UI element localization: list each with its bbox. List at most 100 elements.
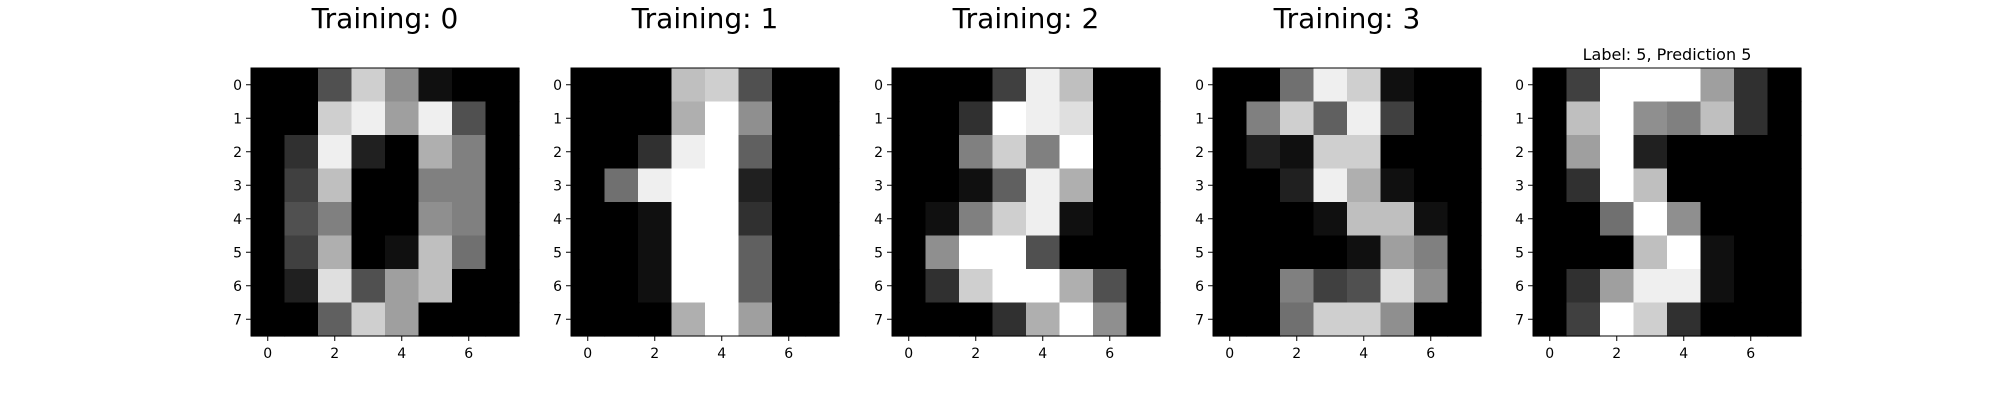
pixel-cell	[351, 202, 386, 237]
pixel-cell	[1280, 68, 1315, 103]
pixel-cell	[1093, 302, 1128, 337]
pixel-cell	[638, 235, 673, 270]
pixel-cell	[738, 302, 773, 337]
pixel-cell	[418, 168, 453, 203]
pixel-cell	[1566, 135, 1601, 170]
pixel-cell	[1447, 168, 1482, 203]
pixel-cell	[1566, 302, 1601, 337]
pixel-cell	[284, 68, 319, 103]
x-tick-label: 2	[330, 346, 339, 362]
pixel-cell	[772, 302, 807, 337]
pixel-cell	[1126, 68, 1161, 103]
pixel-cell	[604, 135, 639, 170]
pixel-cell	[251, 202, 286, 237]
pixel-cell	[1600, 135, 1635, 170]
pixel-cell	[805, 302, 840, 337]
y-tick-label: 4	[874, 212, 883, 228]
pixel-cell	[1380, 168, 1415, 203]
y-tick-label: 4	[233, 212, 242, 228]
x-tick-label: 0	[583, 346, 592, 362]
pixel-cell	[1533, 269, 1568, 304]
pixel-cell	[1700, 302, 1735, 337]
x-tick-label: 2	[1292, 346, 1301, 362]
pixel-cell	[251, 269, 286, 304]
pixel-cell	[805, 202, 840, 237]
pixel-cell	[284, 202, 319, 237]
pixel-cell	[1734, 101, 1769, 136]
pixel-cell	[452, 235, 487, 270]
pixel-cell	[1313, 168, 1348, 203]
pixel-cell	[1313, 135, 1348, 170]
y-tick-label: 0	[233, 78, 242, 94]
pixel-cell	[385, 302, 420, 337]
pixel-cell	[1059, 302, 1094, 337]
pixel-cell	[1026, 202, 1061, 237]
y-tick-label: 5	[233, 245, 242, 261]
pixel-cell	[738, 168, 773, 203]
pixel-cell	[571, 168, 606, 203]
pixel-cell	[1633, 135, 1668, 170]
pixel-cell	[1246, 168, 1281, 203]
pixel-cell	[738, 68, 773, 103]
pixel-cell	[1447, 302, 1482, 337]
pixel-cell	[925, 269, 960, 304]
pixel-cell	[959, 135, 994, 170]
y-tick-label: 2	[1195, 145, 1204, 161]
x-tick-label: 0	[1545, 346, 1554, 362]
pixel-cell	[1280, 168, 1315, 203]
pixel-cell	[385, 101, 420, 136]
pixel-cell	[1447, 68, 1482, 103]
y-tick-label: 6	[233, 279, 242, 295]
pixel-cell	[485, 302, 520, 337]
pixel-cell	[1667, 302, 1702, 337]
y-tick-label: 4	[1515, 212, 1524, 228]
pixel-cell	[604, 101, 639, 136]
pixel-cell	[1126, 302, 1161, 337]
x-tick-label: 2	[650, 346, 659, 362]
y-tick-label: 7	[1195, 312, 1204, 328]
x-tick-label: 2	[971, 346, 980, 362]
pixel-cell	[418, 269, 453, 304]
pixel-cell	[925, 68, 960, 103]
pixel-cell	[318, 202, 353, 237]
x-tick-label: 4	[1038, 346, 1047, 362]
pixel-cell	[452, 168, 487, 203]
pixel-cell	[805, 135, 840, 170]
x-tick-label: 6	[784, 346, 793, 362]
y-tick-label: 7	[1515, 312, 1524, 328]
pixel-cell	[1767, 235, 1802, 270]
pixel-cell	[1414, 269, 1449, 304]
y-tick-label: 3	[233, 178, 242, 194]
pixel-cell	[1414, 235, 1449, 270]
y-tick-label: 6	[1195, 279, 1204, 295]
pixel-cell	[1734, 135, 1769, 170]
digit-panel-0: Training: 0 0 1 2 3 4 5 6 7 0 2 4 6	[233, 2, 520, 362]
pixel-cell	[284, 269, 319, 304]
pixel-cell	[1447, 235, 1482, 270]
pixel-cell	[1700, 269, 1735, 304]
pixel-cell	[705, 68, 740, 103]
pixel-cell	[1600, 168, 1635, 203]
y-tick-label: 1	[1515, 111, 1524, 127]
pixel-cell	[738, 235, 773, 270]
pixel-cell	[705, 302, 740, 337]
pixel-cell	[992, 202, 1027, 237]
y-tick-label: 4	[553, 212, 562, 228]
pixel-cell	[1026, 302, 1061, 337]
pixel-cell	[485, 202, 520, 237]
digit-panel-4: Label: 5, Prediction 5 0 1 2 3 4 5 6 7 0 2 4 6	[1515, 45, 1802, 362]
pixel-cell	[805, 68, 840, 103]
pixel-cell	[892, 235, 927, 270]
pixel-cell	[571, 235, 606, 270]
pixel-cell	[452, 302, 487, 337]
pixel-cell	[1313, 101, 1348, 136]
pixel-cell	[1246, 101, 1281, 136]
pixel-cell	[1533, 168, 1568, 203]
pixel-cell	[638, 101, 673, 136]
pixel-cell	[638, 202, 673, 237]
pixel-cell	[959, 302, 994, 337]
y-tick-label: 7	[233, 312, 242, 328]
pixel-cell	[284, 235, 319, 270]
pixel-cell	[1059, 135, 1094, 170]
